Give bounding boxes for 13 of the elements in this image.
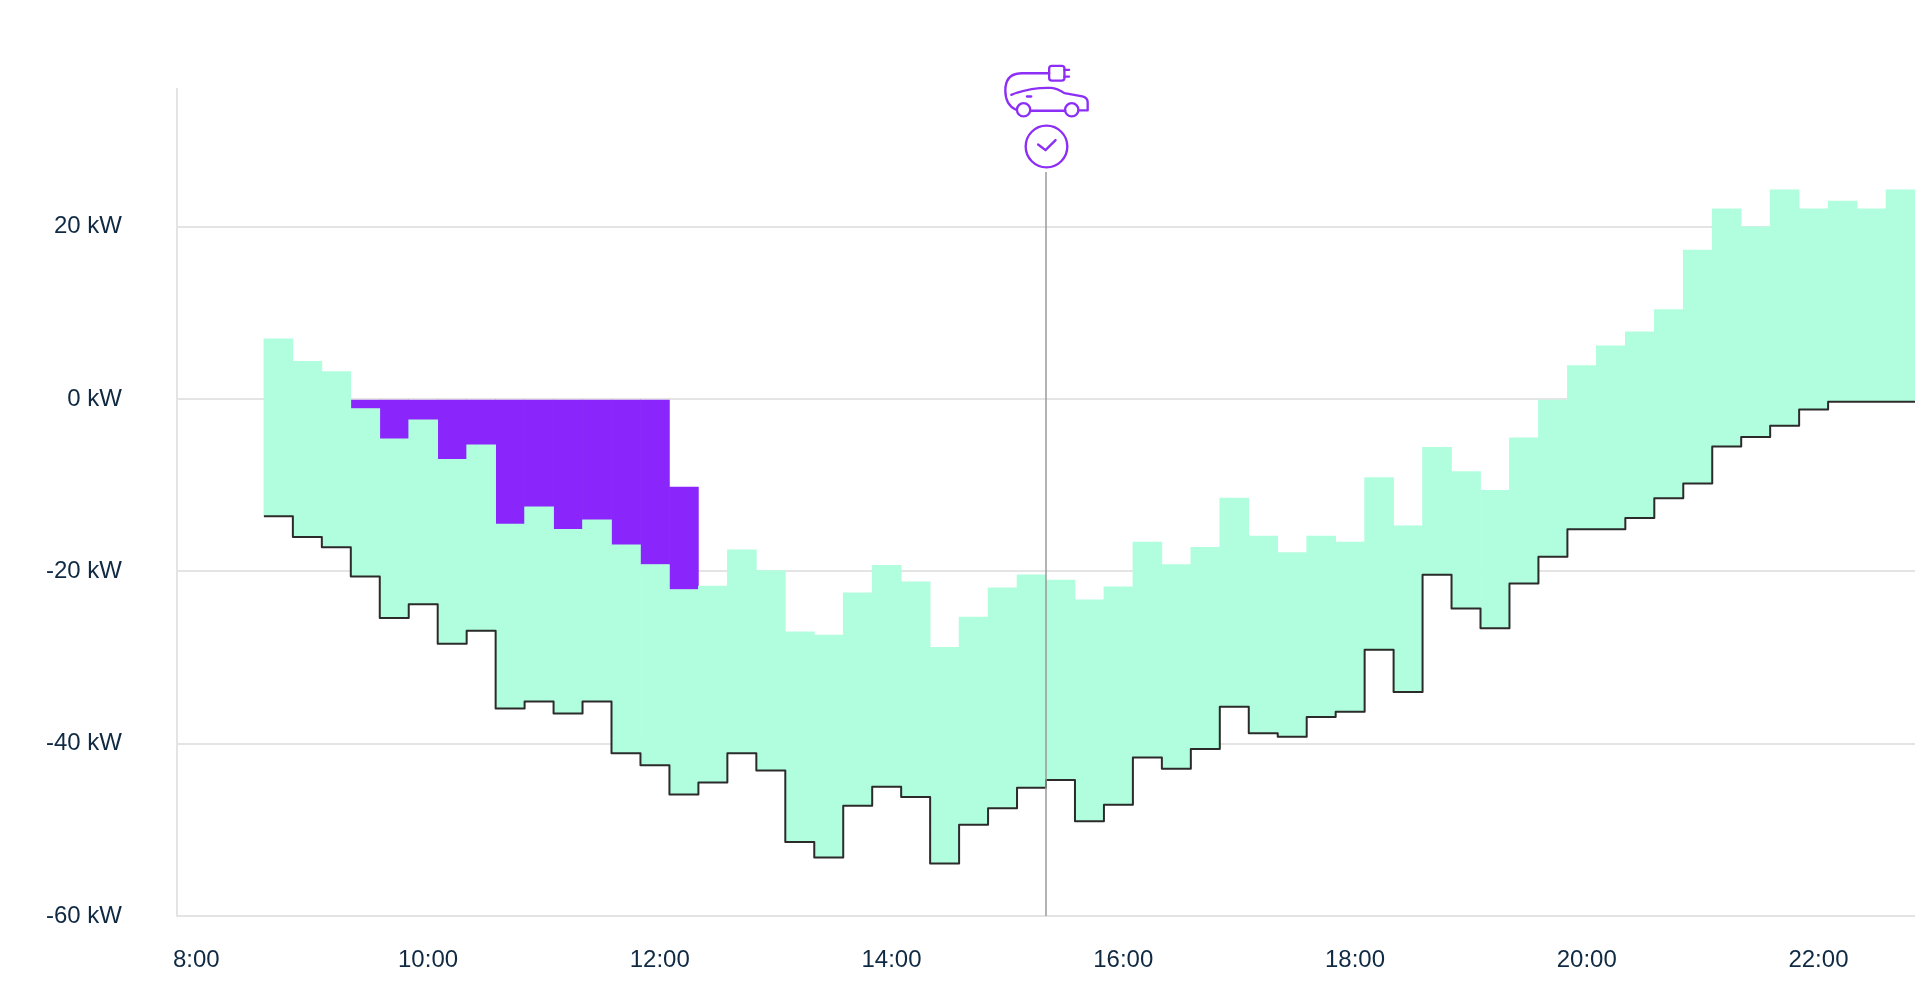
x-tick-label: 12:00 [629, 945, 690, 973]
x-tick-label: 18:00 [1324, 945, 1386, 973]
y-tick-label: 20 kW [53, 211, 123, 239]
y-tick-label: -20 kW [45, 556, 123, 584]
y-tick-label: -40 kW [45, 728, 123, 756]
x-tick-label: 14:00 [861, 945, 922, 973]
y-tick-label: -60 kW [45, 900, 123, 928]
x-tick-label: 16:00 [1093, 945, 1154, 973]
x-tick-label: 8:00 [172, 945, 220, 973]
x-tick-label: 20:00 [1556, 945, 1617, 973]
x-tick-label: 22:00 [1788, 945, 1849, 973]
x-tick-label: 10:00 [398, 945, 459, 973]
y-tick-label: 0 kW [67, 383, 123, 411]
